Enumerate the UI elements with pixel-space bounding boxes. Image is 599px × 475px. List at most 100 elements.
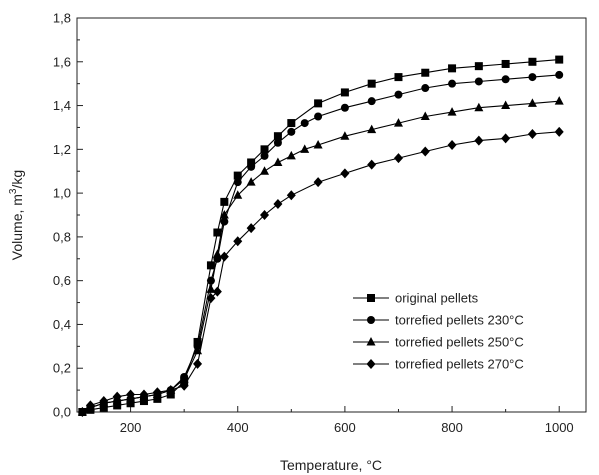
x-tick-label: 200 bbox=[120, 420, 142, 435]
data-point-diamond bbox=[447, 139, 457, 150]
x-tick-label: 1000 bbox=[545, 420, 574, 435]
data-point-square bbox=[448, 64, 457, 73]
data-point-diamond bbox=[219, 251, 229, 262]
data-point-triangle bbox=[273, 157, 283, 166]
data-point-square bbox=[233, 171, 242, 180]
data-point-diamond bbox=[193, 358, 203, 369]
data-point-triangle bbox=[260, 166, 270, 175]
data-point-triangle bbox=[300, 144, 310, 153]
data-point-circle bbox=[528, 73, 537, 82]
data-point-square bbox=[314, 99, 323, 108]
data-point-square bbox=[153, 394, 162, 403]
data-point-square bbox=[126, 399, 135, 408]
y-tick-label: 1,6 bbox=[53, 54, 71, 69]
data-point-square bbox=[193, 337, 202, 346]
data-point-diamond bbox=[152, 387, 162, 398]
data-point-square bbox=[273, 132, 282, 141]
data-point-triangle bbox=[286, 150, 296, 160]
data-point-circle bbox=[206, 276, 215, 285]
data-point-circle bbox=[300, 119, 309, 128]
series-line-square bbox=[82, 59, 560, 413]
y-axis-label-main: Volume, m bbox=[9, 194, 25, 260]
data-point-diamond bbox=[246, 223, 256, 234]
data-point-circle bbox=[233, 178, 242, 187]
legend-label: torrefied pellets 270°C bbox=[395, 357, 524, 372]
data-point-triangle bbox=[447, 107, 457, 116]
data-point-triangle bbox=[212, 249, 222, 258]
y-axis-label: Volume, m3/kg bbox=[8, 170, 25, 260]
data-point-square bbox=[206, 261, 215, 270]
data-point-square bbox=[367, 79, 376, 88]
data-point-triangle bbox=[206, 284, 216, 293]
data-point-square bbox=[501, 59, 510, 68]
data-point-diamond bbox=[273, 199, 283, 210]
x-axis-label: Temperature, °C bbox=[280, 457, 382, 473]
data-point-diamond bbox=[179, 380, 189, 391]
data-point-triangle bbox=[219, 210, 229, 219]
data-point-diamond bbox=[367, 159, 377, 170]
data-point-diamond bbox=[233, 236, 243, 247]
series-line-diamond bbox=[82, 131, 560, 413]
x-tick-label: 400 bbox=[227, 420, 249, 435]
data-point-diamond bbox=[260, 210, 270, 220]
data-point-square bbox=[555, 55, 564, 64]
data-point-triangle bbox=[367, 124, 377, 134]
data-point-triangle bbox=[393, 118, 403, 127]
data-point-diamond bbox=[313, 177, 323, 188]
y-axis-label-tail: /kg bbox=[9, 170, 25, 189]
y-tick-label: 1,8 bbox=[53, 11, 71, 26]
data-point-circle bbox=[273, 138, 282, 147]
data-point-circle bbox=[501, 75, 510, 84]
data-point-diamond bbox=[85, 400, 95, 411]
legend-label: original pellets bbox=[395, 291, 479, 306]
legend-label: torrefied pellets 230°C bbox=[395, 313, 524, 328]
data-point-circle bbox=[220, 217, 229, 226]
x-tick-label: 800 bbox=[441, 420, 463, 435]
data-point-diamond bbox=[554, 126, 564, 137]
legend-marker-diamond bbox=[366, 359, 376, 369]
data-point-triangle bbox=[233, 190, 243, 199]
data-point-diamond bbox=[112, 391, 122, 402]
data-point-square bbox=[474, 62, 483, 71]
data-point-square bbox=[421, 68, 430, 77]
data-point-square bbox=[394, 73, 403, 82]
plot-frame bbox=[76, 17, 587, 413]
x-tick-label: 600 bbox=[334, 420, 356, 435]
data-point-diamond bbox=[340, 168, 350, 179]
data-point-circle bbox=[421, 84, 430, 93]
data-point-circle bbox=[555, 70, 564, 79]
data-point-triangle bbox=[501, 100, 511, 110]
data-point-diamond bbox=[393, 153, 403, 164]
data-point-diamond bbox=[126, 389, 136, 400]
data-point-triangle bbox=[474, 102, 484, 112]
data-point-circle bbox=[448, 79, 457, 88]
data-point-diamond bbox=[420, 146, 430, 157]
series-diamond bbox=[77, 126, 564, 417]
data-point-diamond bbox=[527, 129, 537, 140]
data-point-square bbox=[260, 145, 269, 154]
data-point-circle bbox=[287, 127, 296, 136]
legend-item: torrefied pellets 230°C bbox=[353, 313, 524, 328]
data-point-diamond bbox=[139, 389, 149, 400]
data-point-square bbox=[220, 197, 229, 206]
legend: original pellets torrefied pellets 230°C t… bbox=[353, 291, 524, 372]
y-tick-label: 0,8 bbox=[53, 229, 71, 244]
legend-marker-square bbox=[367, 294, 375, 302]
data-point-diamond bbox=[474, 135, 484, 146]
data-point-circle bbox=[474, 77, 483, 86]
data-point-square bbox=[113, 401, 122, 410]
legend-item: torrefied pellets 270°C bbox=[353, 357, 524, 372]
data-point-square bbox=[213, 228, 222, 237]
y-axis-label-superscript: 3 bbox=[8, 188, 19, 194]
data-point-square bbox=[139, 397, 148, 406]
data-point-square bbox=[528, 57, 537, 66]
data-point-triangle bbox=[340, 131, 350, 140]
data-point-circle bbox=[247, 162, 256, 171]
data-point-diamond bbox=[166, 385, 176, 396]
data-point-square bbox=[99, 403, 108, 412]
data-point-circle bbox=[314, 112, 323, 121]
data-point-circle bbox=[260, 151, 269, 160]
y-tick-label: 0,0 bbox=[53, 405, 71, 420]
y-tick-label: 1,4 bbox=[53, 98, 71, 113]
